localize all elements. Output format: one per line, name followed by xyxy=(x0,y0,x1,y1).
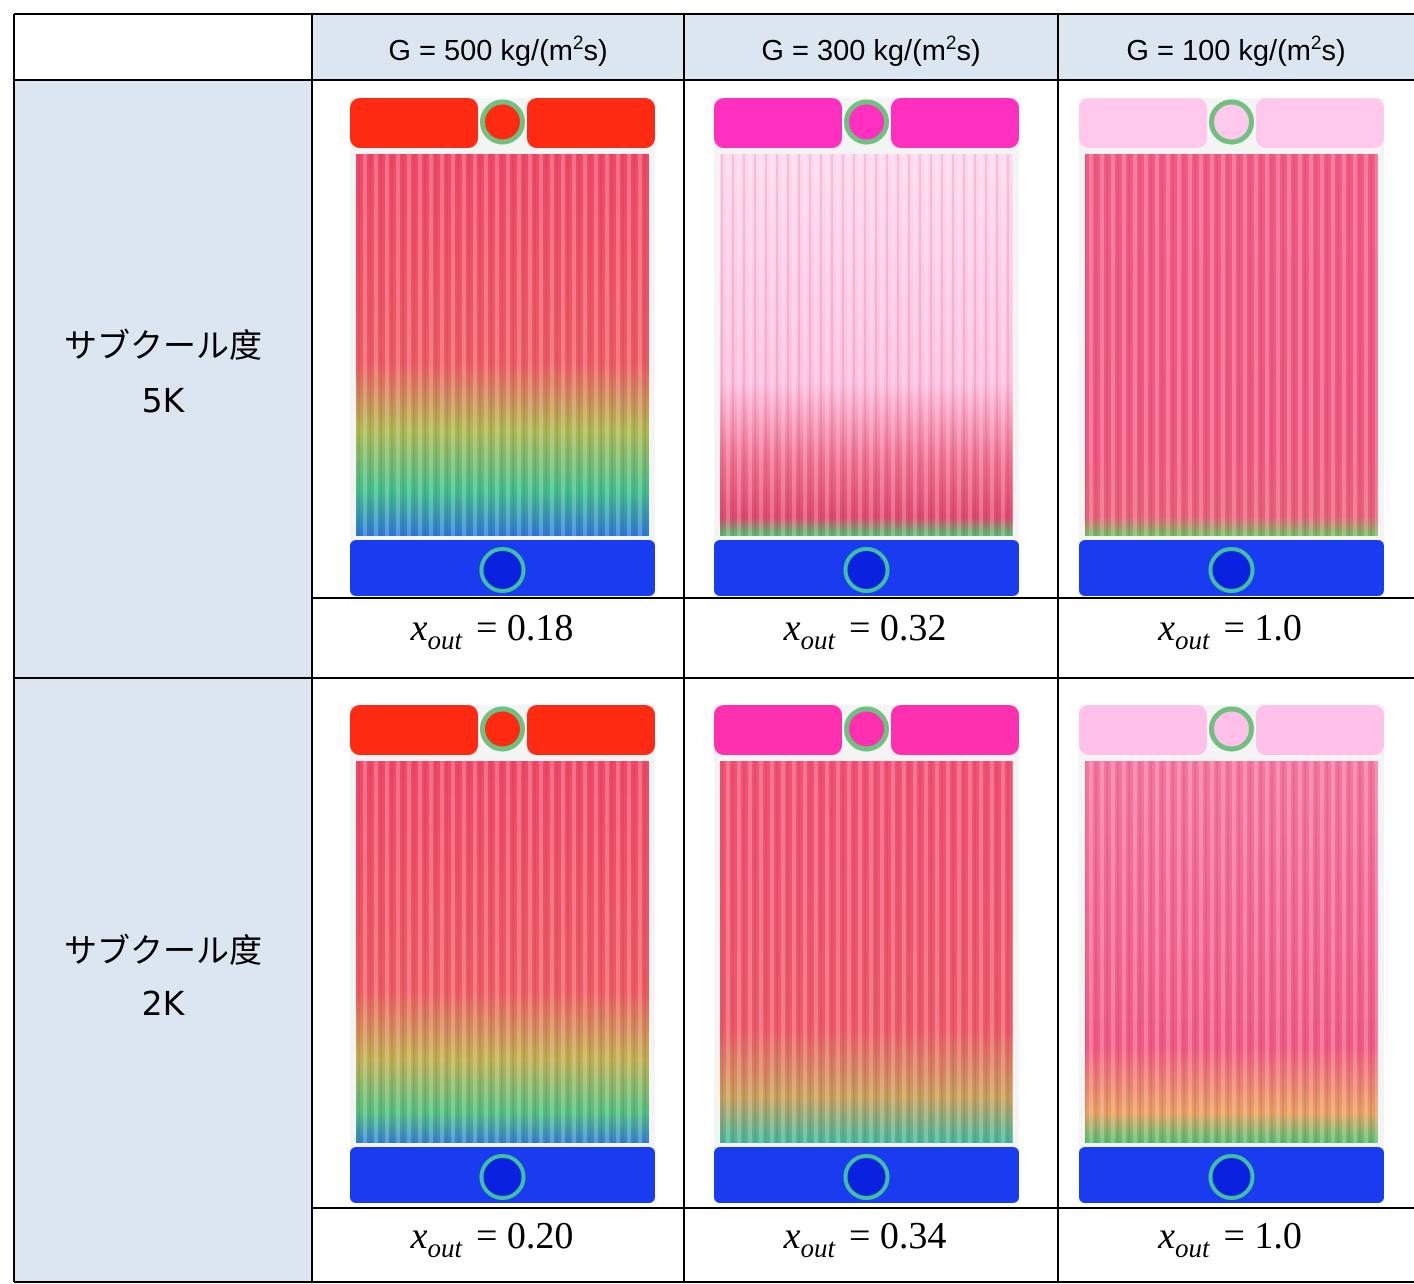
thermal-image xyxy=(350,705,655,1203)
channel-stripes xyxy=(356,761,649,1143)
subscript: out xyxy=(427,1233,463,1263)
page: G = 500 kg/(m2s)G = 300 kg/(m2s)G = 100 … xyxy=(0,0,1414,1284)
outlet-quality: xout = 0.20 xyxy=(410,1215,574,1263)
channel-stripes xyxy=(1085,761,1378,1143)
variable: x xyxy=(410,607,428,649)
top-header-right xyxy=(527,705,655,755)
outlet-port xyxy=(1212,102,1252,142)
variable: x xyxy=(1157,607,1175,649)
subscript: out xyxy=(427,625,463,655)
row-header: 5K xyxy=(142,381,186,420)
inlet-port xyxy=(1211,1156,1253,1198)
inlet-port xyxy=(1211,549,1253,591)
top-header-right xyxy=(891,705,1019,755)
top-header-left xyxy=(1079,98,1207,148)
outlet-port xyxy=(847,102,887,142)
header-superscript: 2 xyxy=(573,33,584,54)
row-header: サブクール度 xyxy=(64,931,262,970)
row-header: サブクール度 xyxy=(64,326,262,365)
inlet-port xyxy=(846,1156,888,1198)
subscript: out xyxy=(800,625,836,655)
outlet-quality: xout = 1.0 xyxy=(1157,1215,1302,1263)
outlet-quality: xout = 0.32 xyxy=(783,607,947,655)
outlet-port xyxy=(847,709,887,749)
outlet-quality: xout = 0.18 xyxy=(410,607,574,655)
equation: = 0.34 xyxy=(849,1215,946,1257)
thermal-image xyxy=(714,98,1019,596)
inlet-port xyxy=(846,549,888,591)
variable: x xyxy=(783,1215,801,1257)
outlet-quality: xout = 0.34 xyxy=(783,1215,947,1263)
equation: = 0.18 xyxy=(476,607,573,649)
results-table: G = 500 kg/(m2s)G = 300 kg/(m2s)G = 100 … xyxy=(0,0,1414,1284)
header-text: s) xyxy=(956,35,980,67)
row-header: 2K xyxy=(142,984,186,1023)
header-text: G = 500 kg/(m xyxy=(388,35,573,67)
thermal-image xyxy=(350,98,655,596)
header-superscript: 2 xyxy=(1311,33,1322,54)
outlet-port xyxy=(1212,709,1252,749)
equation: = 0.32 xyxy=(849,607,946,649)
thermal-image xyxy=(1079,705,1384,1203)
header-text: s) xyxy=(1321,35,1345,67)
header-text: G = 300 kg/(m xyxy=(761,35,946,67)
inlet-port xyxy=(482,1156,524,1198)
channel-stripes xyxy=(720,154,1013,536)
variable: x xyxy=(1157,1215,1175,1257)
top-header-left xyxy=(714,98,842,148)
top-header-right xyxy=(527,98,655,148)
channel-stripes xyxy=(720,761,1013,1143)
equation: = 0.20 xyxy=(476,1215,573,1257)
row-header-fill xyxy=(14,80,312,1282)
top-header-left xyxy=(714,705,842,755)
subscript: out xyxy=(1175,625,1211,655)
variable: x xyxy=(410,1215,428,1257)
thermal-image xyxy=(714,705,1019,1203)
equation: = 1.0 xyxy=(1223,1215,1301,1257)
top-header-left xyxy=(350,705,478,755)
top-header-left xyxy=(350,98,478,148)
channel-stripes xyxy=(356,154,649,536)
header-text: s) xyxy=(583,35,607,67)
variable: x xyxy=(783,607,801,649)
top-header-right xyxy=(1256,705,1384,755)
top-header-left xyxy=(1079,705,1207,755)
thermal-images xyxy=(350,98,1384,1203)
thermal-image xyxy=(1079,98,1384,596)
top-header-right xyxy=(1256,98,1384,148)
channel-stripes xyxy=(1085,154,1378,536)
inlet-port xyxy=(482,549,524,591)
outlet-port xyxy=(483,709,523,749)
subscript: out xyxy=(800,1233,836,1263)
top-header-right xyxy=(891,98,1019,148)
header-superscript: 2 xyxy=(946,33,957,54)
equation: = 1.0 xyxy=(1223,607,1301,649)
header-text: G = 100 kg/(m xyxy=(1126,35,1311,67)
outlet-quality: xout = 1.0 xyxy=(1157,607,1302,655)
outlet-port xyxy=(483,102,523,142)
subscript: out xyxy=(1175,1233,1211,1263)
